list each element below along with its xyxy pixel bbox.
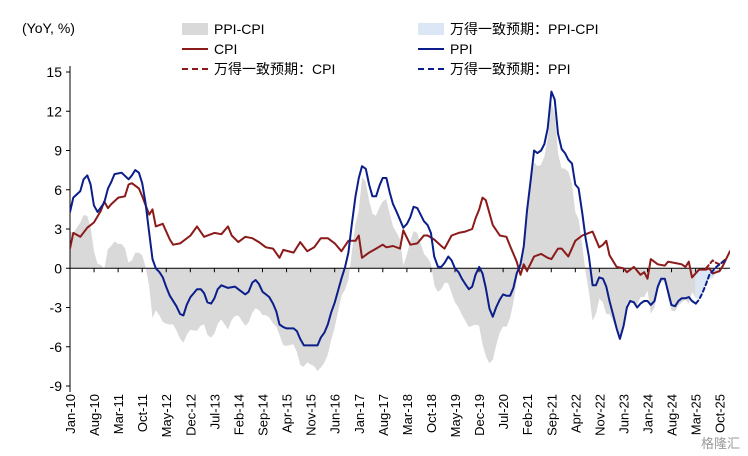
x-tick-label-Jan-24: Jan-24 — [641, 394, 656, 434]
legend-ppi: PPI — [418, 40, 473, 58]
y-tick-label-12: 12 — [46, 103, 62, 119]
legend-ppi-label: PPI — [450, 41, 473, 57]
lines-group — [70, 90, 730, 347]
x-tick-label-Jan-10: Jan-10 — [63, 394, 78, 434]
watermark-text: 格隆汇 — [700, 436, 740, 451]
x-tick-label-Nov-15: Nov-15 — [304, 394, 319, 436]
legend-forecast-ppi-swatch — [418, 68, 444, 70]
x-tick-label-Sep-21: Sep-21 — [544, 394, 559, 436]
y-tick-label-9: 9 — [54, 143, 62, 159]
x-tick-label-Oct-25: Oct-25 — [713, 394, 728, 433]
area-forecast-ppi-cpi — [695, 268, 727, 299]
x-tick-label-Dec-19: Dec-19 — [472, 394, 487, 436]
legend-ppi-cpi: PPI-CPI — [182, 20, 265, 38]
x-tick-label-May-12: May-12 — [159, 394, 174, 437]
y-tick-label--3: -3 — [50, 300, 63, 316]
y-tick-label--9: -9 — [50, 378, 63, 394]
area-ppi-cpi — [70, 102, 696, 371]
x-tick-label-Aug-10: Aug-10 — [87, 394, 102, 436]
y-tick-label-6: 6 — [54, 182, 62, 198]
x-tick-label-Jul-13: Jul-13 — [207, 394, 222, 429]
legend-forecast-ppi-cpi: 万得一致预期：PPI-CPI — [418, 20, 599, 38]
legend-forecast-ppi-cpi-swatch — [418, 23, 444, 35]
series-line-1 — [70, 90, 697, 347]
legend-ppi-swatch — [418, 48, 444, 50]
legend-cpi-swatch — [182, 48, 208, 50]
x-tick-label-Apr-22: Apr-22 — [568, 394, 583, 433]
series-line-3 — [694, 259, 728, 305]
x-tick-label-Feb-21: Feb-21 — [520, 394, 535, 435]
x-tick-label-Mar-11: Mar-11 — [111, 394, 126, 434]
legend-ppi-cpi-label: PPI-CPI — [214, 21, 265, 37]
x-tick-label-May-19: May-19 — [448, 394, 463, 437]
x-tick-label-Mar-25: Mar-25 — [689, 394, 704, 435]
x-tick-label-Dec-12: Dec-12 — [183, 394, 198, 436]
x-tick-label-Jan-17: Jan-17 — [352, 394, 367, 434]
y-tick-label-15: 15 — [46, 64, 62, 80]
x-tick-label-Apr-15: Apr-15 — [280, 394, 295, 433]
y-tick-label-3: 3 — [54, 221, 62, 237]
legend-forecast-cpi-label: 万得一致预期：CPI — [214, 61, 336, 77]
area-group — [70, 102, 727, 371]
x-tick-label-Jul-20: Jul-20 — [496, 394, 511, 429]
series-line-0 — [70, 182, 730, 280]
legend-forecast-ppi: 万得一致预期：PPI — [418, 60, 571, 78]
legend-forecast-cpi-swatch — [182, 68, 208, 70]
x-tick-label-Sep-14: Sep-14 — [256, 394, 271, 436]
legend-forecast-cpi: 万得一致预期：CPI — [182, 60, 335, 78]
legend-forecast-ppi-label: 万得一致预期：PPI — [450, 61, 571, 77]
y-tick-label-0: 0 — [54, 260, 62, 276]
legend-cpi-label: CPI — [214, 41, 238, 57]
x-tick-label-Mar-18: Mar-18 — [400, 394, 415, 435]
legend-ppi-cpi-swatch — [182, 23, 208, 35]
y-tick-label--6: -6 — [50, 339, 63, 355]
x-tick-label-Feb-14: Feb-14 — [231, 394, 246, 435]
x-tick-label-Oct-18: Oct-18 — [424, 394, 439, 433]
legend-forecast-ppi-cpi-label: 万得一致预期：PPI-CPI — [450, 21, 599, 37]
y-unit-label: (YoY, %) — [22, 20, 75, 36]
x-tick-label-Aug-24: Aug-24 — [665, 394, 680, 436]
x-tick-label-Nov-22: Nov-22 — [592, 394, 607, 436]
x-tick-label-Aug-17: Aug-17 — [376, 394, 391, 436]
x-tick-label-Jun-16: Jun-16 — [328, 394, 343, 434]
legend-cpi: CPI — [182, 40, 237, 58]
x-tick-label-Oct-11: Oct-11 — [135, 394, 150, 432]
x-tick-label-Jun-23: Jun-23 — [616, 394, 631, 434]
